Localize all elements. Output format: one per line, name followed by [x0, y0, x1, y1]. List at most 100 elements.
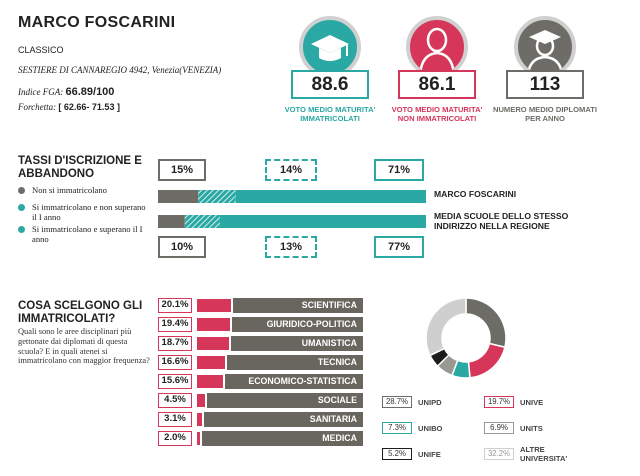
legend-dot: [18, 204, 25, 211]
stat-label: VOTO MEDIO MATURITA' NON IMMATRICOLATI: [391, 105, 483, 123]
choices-subtitle: Quali sono le aree disciplinari più gett…: [18, 327, 150, 366]
bar-segment-non-enrolled: [158, 190, 199, 203]
bar-segment-dropout: [184, 215, 220, 228]
university-item: 6.9% UNITS: [484, 421, 584, 443]
stat-value: 113: [506, 70, 584, 99]
school-bar-label: MARCO FOSCARINI: [434, 189, 517, 199]
area-row: 15.6% ECONOMICO-STATISTICA: [158, 374, 363, 389]
area-bar: [197, 299, 231, 312]
area-row: 20.1% SCIENTIFICA: [158, 298, 363, 313]
area-bar: [197, 318, 230, 331]
school-pct-success: 71%: [374, 159, 424, 181]
bar-segment-success: [235, 190, 426, 203]
area-row: 19.4% GIURIDICO-POLITICA: [158, 317, 363, 332]
donut-slice-unipd: [465, 297, 507, 349]
area-bar: [197, 432, 201, 445]
area-row: 16.6% TECNICA: [158, 355, 363, 370]
legend-label: Si immatricolano e non superano il I ann…: [32, 202, 146, 222]
area-row: 2.0% MEDICA: [158, 431, 363, 446]
university-name: ALTRE UNIVERSITA': [520, 445, 568, 463]
stat-value: 88.6: [291, 70, 369, 99]
stat-diplomati: 113 NUMERO MEDIO DIPLOMATI PER ANNO: [493, 16, 597, 126]
school-address: SESTIERE DI CANNAREGIO 4942, Venezia(VEN…: [18, 65, 222, 75]
areas-list: 20.1% SCIENTIFICA 19.4% GIURIDICO-POLITICA 1…: [158, 298, 363, 448]
forchetta: Forchetta: [ 62.66- 71.53 ]: [18, 102, 120, 112]
area-bar: [197, 375, 224, 388]
area-bar: [197, 394, 205, 407]
university-pct: 7.3%: [382, 422, 412, 434]
area-pct: 20.1%: [158, 298, 192, 313]
forchetta-value: [ 62.66- 71.53 ]: [58, 102, 120, 112]
school-pct-non-enrolled: 15%: [158, 159, 206, 181]
area-pct: 4.5%: [158, 393, 192, 408]
university-item: 28.7% UNIPD: [382, 395, 482, 417]
area-label: GIURIDICO-POLITICA: [231, 317, 363, 332]
area-pct: 16.6%: [158, 355, 192, 370]
area-label: UMANISTICA: [230, 336, 363, 351]
forchetta-label: Forchetta:: [18, 102, 57, 112]
region-pct-dropout: 13%: [265, 236, 317, 258]
stat-immatricolati: 88.6 VOTO MEDIO MATURITA' IMMATRICOLATI: [285, 16, 375, 126]
legend-label: Si immatricolano e superano il I anno: [32, 224, 143, 244]
legend-dot: [18, 187, 25, 194]
university-pct: 19.7%: [484, 396, 514, 408]
region-pct-non-enrolled: 10%: [158, 236, 206, 258]
region-bar: [158, 215, 426, 228]
fga-index: Indice FGA: 66.89/100: [18, 86, 114, 98]
region-pct-success: 77%: [374, 236, 424, 258]
university-name: UNIPD: [418, 398, 442, 407]
area-label: SOCIALE: [206, 393, 363, 408]
university-pct: 6.9%: [484, 422, 514, 434]
choices-title: COSA SCELGONO GLI IMMATRICOLATI?: [18, 300, 143, 325]
universities-legend: 28.7% UNIPD 19.7% UNIVE 7.3% UNIBO 6.9% UNITS 5.…: [382, 395, 632, 475]
area-bar: [197, 337, 229, 350]
enrollment-title: TASSI D'ISCRIZIONE E ABBANDONO: [18, 155, 142, 180]
graduation-cap-icon: [299, 16, 361, 78]
university-name: UNITS: [520, 424, 543, 433]
university-name: UNIBO: [418, 424, 443, 433]
university-name: UNIFE: [418, 450, 441, 459]
area-row: 3.1% SANITARIA: [158, 412, 363, 427]
university-item: 32.2% ALTRE UNIVERSITA': [484, 445, 584, 469]
area-bar: [197, 413, 203, 426]
stat-value: 86.1: [398, 70, 476, 99]
university-pct: 28.7%: [382, 396, 412, 408]
bar-segment-dropout: [198, 190, 236, 203]
area-pct: 19.4%: [158, 317, 192, 332]
stat-label: VOTO MEDIO MATURITA' IMMATRICOLATI: [284, 105, 376, 123]
fga-label: Indice FGA:: [18, 87, 64, 97]
school-type: CLASSICO: [18, 45, 64, 55]
area-pct: 18.7%: [158, 336, 192, 351]
university-item: 19.7% UNIVE: [484, 395, 584, 417]
bar-segment-non-enrolled: [158, 215, 185, 228]
school-bar: [158, 190, 426, 203]
area-row: 18.7% UMANISTICA: [158, 336, 363, 351]
area-bar: [197, 356, 226, 369]
bar-segment-success: [219, 215, 426, 228]
stat-label: NUMERO MEDIO DIPLOMATI PER ANNO: [492, 105, 598, 123]
university-pct: 5.2%: [382, 448, 412, 460]
area-pct: 3.1%: [158, 412, 192, 427]
area-label: SANITARIA: [204, 412, 363, 427]
area-label: TECNICA: [227, 355, 363, 370]
donut-slice-altre-universita-: [425, 297, 467, 357]
university-name: UNIVE: [520, 398, 544, 407]
area-pct: 15.6%: [158, 374, 192, 389]
university-item: 7.3% UNIBO: [382, 421, 482, 443]
school-name: MARCO FOSCARINI: [18, 14, 176, 31]
area-pct: 2.0%: [158, 431, 192, 446]
graduate-person-icon: [514, 16, 576, 78]
enrollment-bars: [158, 190, 426, 228]
legend-label: Non si immatricolano: [32, 185, 107, 195]
area-label: ECONOMICO-STATISTICA: [225, 374, 363, 389]
area-label: SCIENTIFICA: [233, 298, 363, 313]
person-icon: [406, 16, 468, 78]
school-pct-dropout: 14%: [265, 159, 317, 181]
donut-slice-unive: [467, 342, 506, 379]
stat-non-immatricolati: 86.1 VOTO MEDIO MATURITA' NON IMMATRICOL…: [392, 16, 482, 126]
universities-donut: [425, 297, 507, 379]
university-item: 5.2% UNIFE: [382, 447, 482, 469]
fga-value: 66.89/100: [65, 86, 115, 98]
university-pct: 32.2%: [484, 448, 514, 460]
region-bar-label: MEDIA SCUOLE DELLO STESSO INDIRIZZO NELL…: [434, 211, 569, 231]
